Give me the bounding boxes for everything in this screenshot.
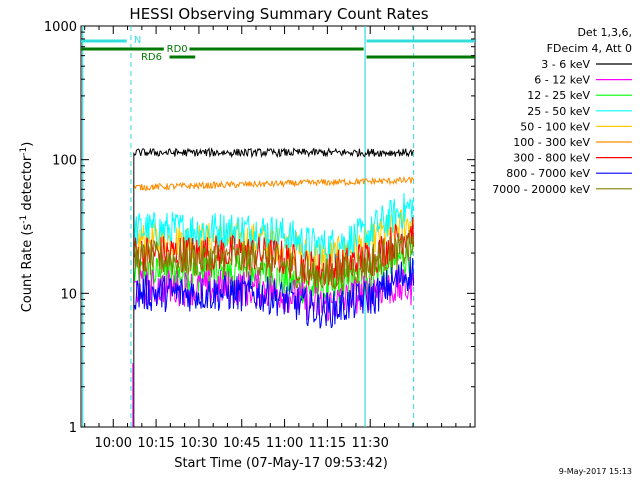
- chart-title: HESSI Observing Summary Count Rates: [129, 5, 428, 23]
- legend-entry-label: 50 - 100 keV: [520, 120, 590, 133]
- x-tick-label: 11:15: [309, 436, 346, 451]
- y-axis-label-main: Count Rate (s: [20, 224, 35, 313]
- rd6-label: RD6: [141, 52, 162, 63]
- legend-entry-label: 25 - 50 keV: [527, 105, 590, 118]
- legend-entry-label: 6 - 12 keV: [534, 74, 590, 87]
- legend-entry-label: 300 - 800 keV: [513, 152, 590, 165]
- legend-entry-label: 3 - 6 keV: [541, 58, 590, 71]
- x-axis-label: Start Time (07-May-17 09:53:42): [174, 456, 388, 471]
- y-axis-label-sup: -1: [19, 215, 29, 224]
- x-tick-label: 11:00: [266, 436, 303, 451]
- series-line: [133, 256, 415, 329]
- x-tick-label: 10:45: [223, 436, 260, 451]
- legend-header-line-1: Det 1,3,6,: [577, 26, 632, 39]
- series-line: [133, 230, 415, 294]
- y-axis-label: Count Rate (s-1 detector-1): [19, 142, 35, 313]
- series-line: [133, 175, 415, 192]
- night-label: N: [134, 35, 141, 46]
- y-axis-label-sup2: -1: [19, 147, 29, 156]
- timestamp: 9-May-2017 15:13: [559, 467, 632, 476]
- series-line: [133, 192, 415, 265]
- y-axis-label-mid: detector: [20, 155, 35, 215]
- series-line: [133, 146, 415, 159]
- legend-entry-label: 7000 - 20000 keV: [492, 183, 590, 196]
- x-tick-label: 10:00: [95, 436, 132, 451]
- legend-entry-label: 100 - 300 keV: [513, 136, 590, 149]
- x-tick-label: 10:15: [137, 436, 174, 451]
- y-tick-label: 100: [52, 154, 77, 169]
- legend-header-line-2: FDecim 4, Att 0: [547, 42, 632, 55]
- x-tick-label: 10:30: [180, 436, 217, 451]
- legend-entry-label: 12 - 25 keV: [527, 89, 590, 102]
- x-tick-label: 11:30: [351, 436, 388, 451]
- y-tick-label: 10: [60, 287, 77, 302]
- y-axis-label-end: ): [20, 142, 35, 147]
- plot-frame: [80, 25, 476, 428]
- y-tick-label: 1: [69, 421, 77, 436]
- legend: 3 - 6 keV 6 - 12 keV 12 - 25 keV 25 - 50 ke…: [492, 58, 632, 196]
- y-tick-label: 1000: [44, 20, 77, 35]
- rd0-label: RD0: [167, 44, 188, 55]
- legend-entry-label: 800 - 7000 keV: [506, 167, 590, 180]
- plot-area: N RD0 RD6 1 10 100 1000 10:00 10:15 10:30 10:45 11:…: [44, 20, 476, 451]
